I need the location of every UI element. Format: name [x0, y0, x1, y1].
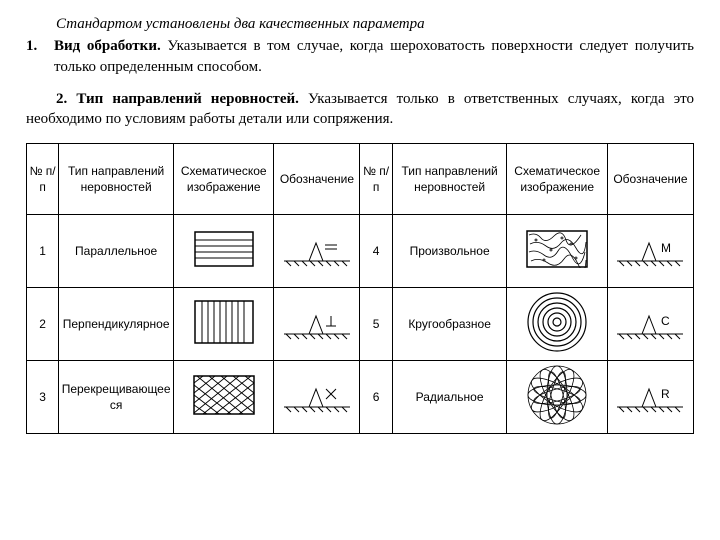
cell-type: Перекрещивающееся — [59, 361, 174, 434]
cell-num: 4 — [360, 215, 392, 288]
table-row: 3 Перекрещивающееся — [27, 361, 694, 434]
cell-type: Перпендикулярное — [59, 288, 174, 361]
cell-schematic — [174, 288, 274, 361]
symbol-letter: R — [661, 387, 670, 401]
cell-schematic — [507, 361, 607, 434]
radial-pattern-icon — [526, 364, 588, 426]
symbol-letter: C — [661, 314, 670, 328]
cell-schematic — [507, 288, 607, 361]
th-num-r: № п/п — [360, 144, 392, 215]
cell-num: 5 — [360, 288, 392, 361]
cell-type: Кругообразное — [392, 288, 507, 361]
list-1-number: 1. — [26, 36, 54, 56]
th-sch-r: Схематическое изображение — [507, 144, 607, 215]
cell-type: Параллельное — [59, 215, 174, 288]
table-row: 1 Параллельное — [27, 215, 694, 288]
th-type-l: Тип направлений неровностей — [59, 144, 174, 215]
cell-schematic — [174, 215, 274, 288]
cell-num: 6 — [360, 361, 392, 434]
crosshatch-icon — [193, 375, 255, 415]
roughness-symbol-x-icon — [282, 377, 352, 413]
roughness-symbol-r-icon: R — [615, 377, 685, 413]
th-sym-l: Обозначение — [274, 144, 360, 215]
para2-bold: 2. Тип направлений неровностей. — [56, 91, 299, 107]
cell-symbol — [274, 288, 360, 361]
th-num-l: № п/п — [27, 144, 59, 215]
cell-type: Произвольное — [392, 215, 507, 288]
table-header-row: № п/п Тип направлений неровностей Схемат… — [27, 144, 694, 215]
cell-num: 1 — [27, 215, 59, 288]
th-sym-r: Обозначение — [607, 144, 693, 215]
cell-num: 3 — [27, 361, 59, 434]
roughness-symbol-c-icon: C — [615, 304, 685, 340]
cell-symbol — [274, 215, 360, 288]
roughness-symbol-perp-icon — [282, 304, 352, 340]
roughness-symbol-parallel-icon — [282, 231, 352, 267]
cell-symbol: M — [607, 215, 693, 288]
list-item-1: 1. Вид обработки. Указывается в том случ… — [26, 36, 694, 77]
random-texture-icon — [526, 230, 588, 268]
cell-num: 2 — [27, 288, 59, 361]
cell-symbol: R — [607, 361, 693, 434]
th-sch-l: Схематическое изображение — [174, 144, 274, 215]
list-1-body: Вид обработки. Указывается в том случае,… — [54, 36, 694, 77]
concentric-circles-icon — [526, 291, 588, 353]
cell-schematic — [507, 215, 607, 288]
intro-italic-text: Стандартом установлены два качественных … — [56, 14, 694, 34]
list-1-bold: Вид обработки. — [54, 38, 161, 54]
paragraph-2: 2. Тип направлений неровностей. Указывае… — [26, 89, 694, 130]
cell-schematic — [174, 361, 274, 434]
parallel-lines-icon — [194, 231, 254, 267]
table-row: 2 Перпендикулярное — [27, 288, 694, 361]
perpendicular-lines-icon — [194, 300, 254, 344]
symbol-letter: M — [661, 241, 671, 255]
cell-symbol — [274, 361, 360, 434]
th-type-r: Тип направлений неровностей — [392, 144, 507, 215]
cell-type: Радиальное — [392, 361, 507, 434]
roughness-symbol-m-icon: M — [615, 231, 685, 267]
cell-symbol: C — [607, 288, 693, 361]
designations-table: № п/п Тип направлений неровностей Схемат… — [26, 143, 694, 434]
